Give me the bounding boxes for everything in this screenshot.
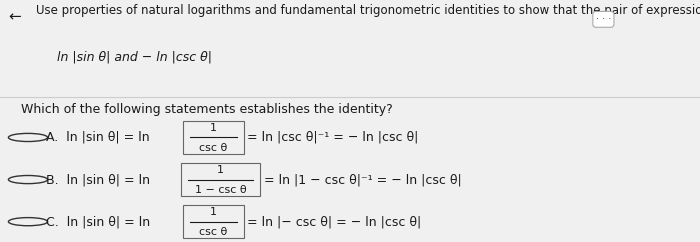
Text: Use properties of natural logarithms and fundamental trigonometric identities to: Use properties of natural logarithms and… [36,4,700,17]
Text: csc θ: csc θ [199,227,228,237]
Text: B.  ln |sin θ| = ln: B. ln |sin θ| = ln [46,173,150,186]
Text: 1: 1 [210,207,217,217]
Text: ln |sin θ| and − ln |csc θ|: ln |sin θ| and − ln |csc θ| [57,50,212,63]
Text: 1: 1 [217,165,224,175]
Text: Which of the following statements establishes the identity?: Which of the following statements establ… [21,103,393,116]
Text: 1: 1 [210,123,217,133]
Text: = ln |− csc θ| = − ln |csc θ|: = ln |− csc θ| = − ln |csc θ| [247,215,421,228]
Text: csc θ: csc θ [199,143,228,153]
Text: 1 − csc θ: 1 − csc θ [195,185,246,195]
Text: C.  ln |sin θ| = ln: C. ln |sin θ| = ln [46,215,150,228]
Text: = ln |1 − csc θ|⁻¹ = − ln |csc θ|: = ln |1 − csc θ|⁻¹ = − ln |csc θ| [264,173,462,186]
Text: · · ·: · · · [596,14,611,24]
Text: A.  ln |sin θ| = ln: A. ln |sin θ| = ln [46,131,149,144]
Text: = ln |csc θ|⁻¹ = − ln |csc θ|: = ln |csc θ|⁻¹ = − ln |csc θ| [247,131,419,144]
Text: ←: ← [8,10,21,25]
